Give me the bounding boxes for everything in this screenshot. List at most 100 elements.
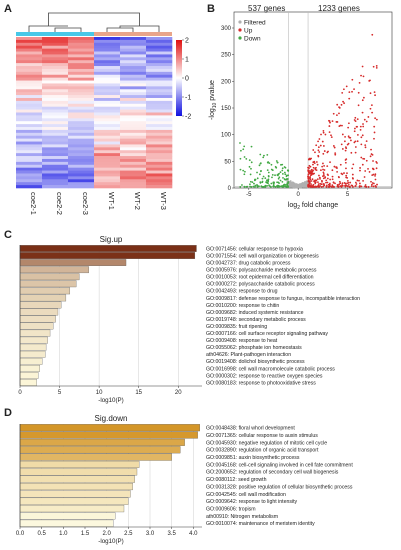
bar — [19, 438, 185, 446]
heatmap-cell — [120, 185, 147, 189]
heatmap-cell — [68, 57, 95, 61]
heatmap-cell — [146, 144, 173, 148]
heatmap-cell — [42, 60, 69, 64]
heatmap-cell — [16, 182, 43, 186]
heatmap-cell — [94, 135, 121, 139]
category-label: GO:0019748: secondary metabolic process — [206, 317, 306, 323]
category-label: GO:0010074: maintenance of meristem iden… — [206, 521, 315, 527]
category-label: GO:0016998: cell wall macromolecule cata… — [206, 366, 335, 372]
point-up — [375, 65, 378, 67]
point-down — [287, 174, 290, 177]
point-down — [241, 184, 243, 186]
point-down — [266, 169, 269, 172]
heatmap-cell — [68, 182, 95, 186]
point-up — [331, 178, 334, 181]
point-up — [310, 180, 313, 182]
point-up — [369, 107, 372, 110]
point-down — [239, 168, 242, 171]
group-bar-wt — [94, 32, 172, 36]
heatmap-cell — [68, 115, 95, 119]
bar — [19, 294, 67, 302]
point-up — [370, 180, 372, 183]
heatmap-cell — [42, 170, 69, 174]
point-down — [253, 182, 255, 185]
point-up — [336, 121, 339, 123]
point-down — [248, 165, 251, 168]
point-down — [262, 175, 265, 178]
heatmap-cell — [16, 42, 43, 47]
category-label: GO:0009408: response to heat — [206, 338, 278, 344]
point-up — [372, 160, 374, 162]
point-up — [316, 178, 319, 181]
point-up — [334, 153, 337, 156]
heatmap-cell — [42, 48, 69, 52]
point-up — [315, 166, 317, 169]
heatmap-cell — [68, 71, 95, 76]
point-down — [256, 184, 258, 186]
category-label: GO:0009682: induced systemic resistance — [206, 310, 304, 316]
point-up — [335, 166, 338, 169]
heatmap-cell — [68, 48, 95, 52]
x-tick-label: 3.5 — [167, 531, 176, 537]
heatmap-cell — [42, 115, 69, 119]
point-down — [284, 173, 287, 176]
heatmap-cell — [16, 141, 43, 145]
x-tick-label: 2.5 — [124, 531, 133, 537]
point-up — [375, 186, 377, 188]
point-up — [344, 161, 347, 164]
heatmap-cell — [120, 182, 147, 186]
point-down — [249, 180, 252, 183]
point-up — [344, 146, 347, 149]
point-up — [322, 131, 325, 134]
heatmap-cell — [16, 51, 43, 55]
point-down — [269, 186, 272, 188]
point-up — [353, 141, 356, 144]
point-down — [276, 161, 279, 164]
point-up — [362, 179, 364, 182]
heatmap-cell — [120, 176, 147, 180]
dendrogram-left — [28, 25, 82, 32]
heatmap-cell — [16, 77, 43, 81]
point-up — [375, 66, 378, 69]
category-label: GO:0000272: polysaccharide catabolic pro… — [206, 282, 315, 288]
point-up — [339, 163, 342, 166]
heatmap-cell — [146, 54, 173, 58]
heatmap-cell — [16, 74, 43, 78]
point-down — [277, 177, 280, 180]
heatmap-cell — [42, 121, 69, 125]
category-label: GO:0009817: defense response to fungus, … — [206, 296, 360, 302]
point-up — [362, 125, 365, 128]
point-up — [339, 182, 342, 185]
bar — [19, 287, 71, 295]
point-filtered — [296, 184, 299, 187]
point-down — [242, 169, 245, 172]
point-up — [312, 172, 314, 175]
heatmap-cell — [42, 54, 69, 58]
point-down — [267, 174, 270, 177]
heatmap-cell — [42, 164, 69, 168]
point-up — [332, 181, 335, 184]
point-up — [312, 183, 315, 186]
heatmap-cell — [94, 167, 121, 171]
heatmap-cell — [16, 121, 43, 125]
point-up — [356, 140, 359, 143]
heatmap-cell — [16, 92, 43, 96]
panel-label-b: B — [207, 3, 215, 15]
heatmap-cell — [42, 156, 69, 160]
point-up — [317, 183, 320, 186]
point-down — [250, 167, 252, 170]
point-filtered — [294, 183, 297, 186]
heatmap-cell — [120, 71, 147, 76]
heatmap-cell — [94, 153, 121, 157]
point-down — [281, 167, 284, 170]
point-down — [239, 157, 242, 160]
x-axis-label: log2 fold change — [288, 202, 338, 211]
point-down — [267, 178, 270, 181]
point-up — [315, 144, 318, 147]
point-up — [346, 185, 349, 188]
heatmap-cell — [42, 51, 69, 55]
heatmap-cell — [16, 115, 43, 119]
heatmap-cell — [94, 161, 121, 166]
point-down — [259, 170, 262, 173]
y-tick-label: 100 — [221, 133, 232, 139]
